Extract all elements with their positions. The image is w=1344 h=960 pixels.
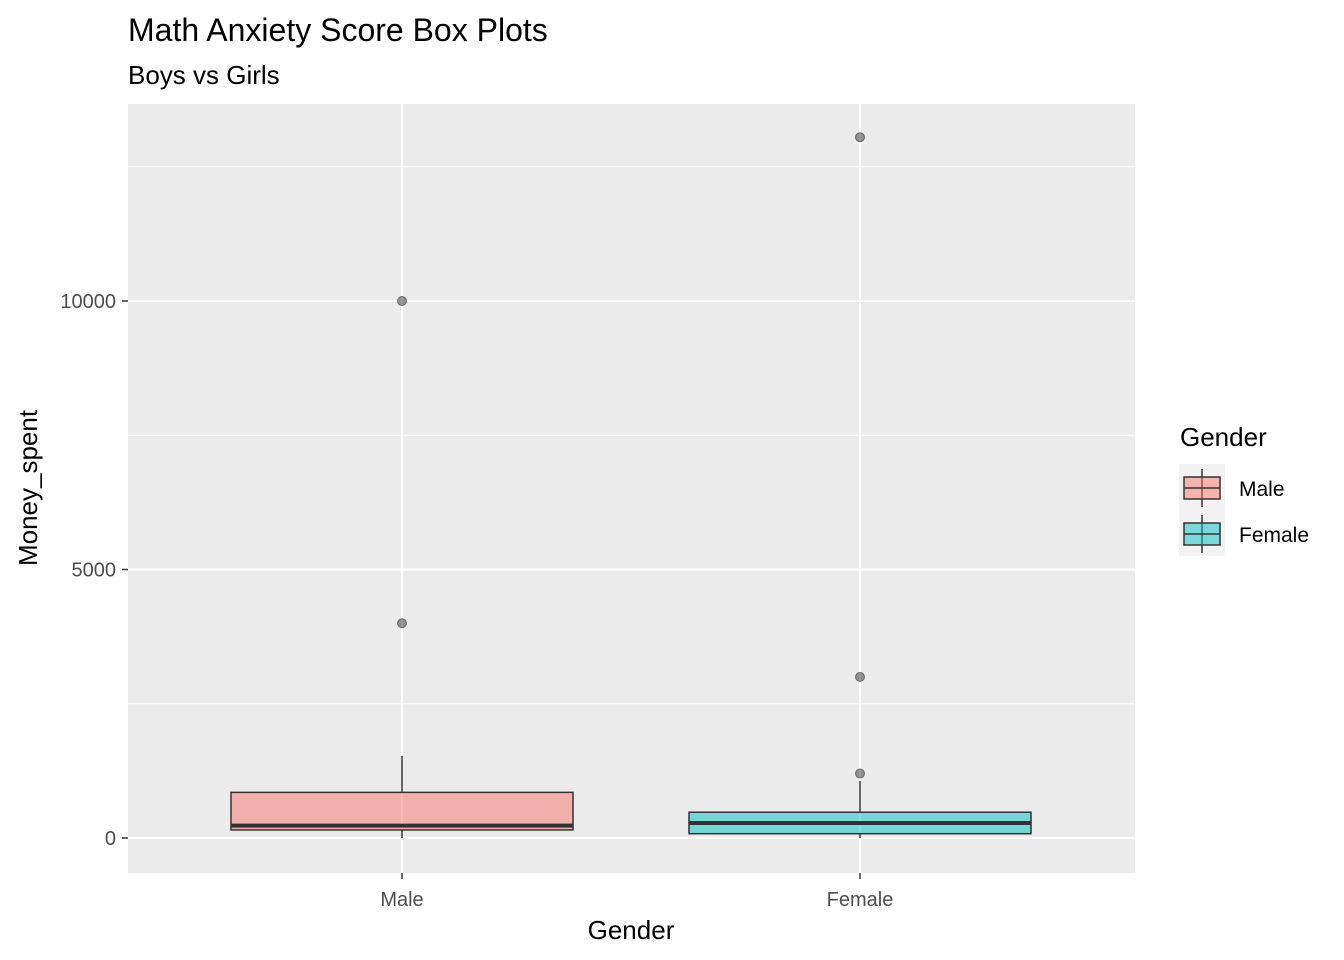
- boxes: [230, 132, 1032, 838]
- outlier-point: [855, 768, 865, 779]
- outlier-point: [397, 618, 407, 629]
- chart-subtitle: Boys vs Girls: [128, 60, 280, 90]
- y-axis-title: Money_spent: [13, 409, 43, 566]
- y-tick-label: 10000: [60, 291, 116, 313]
- y-axis-ticks: 0 5000 10000: [60, 291, 128, 850]
- box-female: [688, 132, 1032, 838]
- plot-panel: [128, 104, 1135, 873]
- legend-item-female: Female: [1183, 515, 1309, 553]
- x-axis-title: Gender: [588, 915, 675, 945]
- outlier-point: [397, 296, 407, 306]
- y-tick-label: 0: [105, 828, 116, 850]
- legend-label: Male: [1239, 478, 1285, 501]
- x-tick-label: Female: [827, 889, 894, 911]
- legend: Male Female: [1179, 464, 1309, 556]
- legend-item-male: Male: [1183, 469, 1285, 507]
- legend-label: Female: [1239, 524, 1309, 547]
- grid-major: [128, 104, 1135, 873]
- outlier-point: [855, 671, 865, 682]
- legend-title: Gender: [1180, 422, 1267, 452]
- chart-title: Math Anxiety Score Box Plots: [128, 12, 548, 48]
- x-tick-label: Male: [380, 889, 423, 911]
- grid-minor: [128, 166, 1135, 705]
- x-axis-ticks: Male Female: [380, 873, 893, 911]
- outlier-point: [855, 132, 865, 143]
- y-tick-label: 5000: [72, 560, 117, 582]
- box-male: [230, 296, 574, 838]
